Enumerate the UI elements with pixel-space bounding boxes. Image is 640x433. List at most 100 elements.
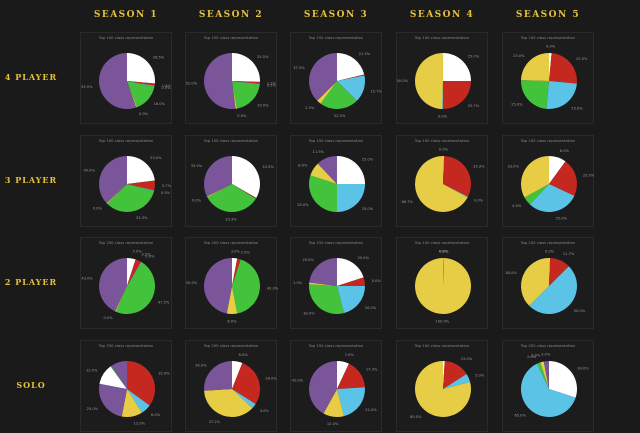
pie-slice-purple (317, 156, 337, 184)
pie-slice-yellow (415, 53, 443, 109)
pie-slice-label: 0.0% (474, 199, 484, 203)
pie-slice-green (309, 284, 344, 314)
pie-slice-label: 33.3% (473, 165, 485, 169)
pie-slice-yellow (309, 282, 337, 286)
pie-slice-white (443, 258, 444, 286)
pie-slice-white (443, 53, 471, 81)
pie-panel-r1-c4: Top 100 class representation 25.0% 25.7% 0.… (396, 32, 488, 124)
pie-slice-blue (337, 75, 365, 101)
pie-slice-label: 0.0% (438, 114, 448, 118)
pie-slice-label: 23.0% (150, 156, 162, 160)
pie-slice-red (549, 53, 577, 84)
season-header-5: SEASON 5 (515, 10, 581, 20)
pie-slice-red (232, 81, 260, 84)
pie-slice-label: 42.0% (267, 287, 278, 291)
pie-slice-label: 25.0% (556, 217, 568, 221)
pie-slice-label: 25.0% (362, 158, 374, 162)
pie-title: Top 200 class representation (203, 240, 259, 245)
pie-slice-label: 2.0% (527, 355, 537, 359)
pie-slice-label: 2.0% (531, 353, 541, 357)
season-header-1: SEASON 1 (93, 10, 159, 20)
pie-panel-r3-c2: Top 200 class representation 3.0% 2.0% 42.0… (185, 237, 278, 329)
pie-slice-label: 0.5% (161, 86, 171, 90)
pie-slice-label: 4.0% (512, 204, 522, 208)
pie-slice-yellow (521, 53, 549, 81)
pie-slice-purple (204, 53, 236, 109)
pie-slice-purple (543, 361, 549, 389)
pie-slice-label: 5.0% (372, 279, 382, 283)
pie-slice-blue (337, 184, 365, 212)
pie-slice-green (521, 80, 549, 109)
pie-slice-white (337, 53, 365, 81)
pie-slice-label: 25.0% (297, 203, 309, 207)
pie-slice-red (127, 259, 142, 286)
pie-chart: 0.0%0.0%100.0% (414, 249, 471, 323)
pie-slice-red (337, 74, 365, 81)
pie-chart: 0.0% 33.3% 0.0% 66.7% (401, 147, 485, 212)
pie-slice-white (232, 53, 260, 82)
pie-slice-green (232, 81, 260, 109)
pie-slice-green (107, 184, 155, 212)
pie-slice-blue (546, 81, 577, 109)
pie-chart: 32.9% 6.0% 12.0% 25.0% 12.0% (86, 361, 170, 426)
pie-slice-yellow (106, 184, 127, 204)
pie-slice-green (232, 259, 260, 314)
pie-slice-label: 20.0% (302, 258, 314, 262)
pie-slice-label: 7.0% (345, 353, 355, 357)
pie-slice-label: 22.5% (334, 114, 346, 118)
pie-slice-blue (442, 81, 443, 109)
pie-slice-label: 12.0% (86, 369, 98, 373)
pie-panel-r1-c2: Top 150 class representation 25.5% 1.2% 0.5… (185, 32, 277, 124)
pie-slice-white (337, 361, 349, 389)
season-header-3: SEASON 3 (303, 10, 369, 20)
season-header-4: SEASON 4 (409, 10, 475, 20)
pie-slice-red (549, 161, 577, 196)
pie-slice-label: 0.5% (161, 191, 171, 195)
pie-panel-r4-c4: Top 100 class representation 15.0% 5.0% 80.… (396, 340, 488, 432)
pie-slice-label: 20.0% (257, 104, 269, 108)
pie-panel-r3-c4: Top 100 class representation 0.0% 0.0% 100.… (396, 237, 488, 329)
pie-slice-label: 25.0% (583, 174, 595, 178)
pie-panel-r2-c2: Top 150 class representation 33.3% 33.3% 0.… (185, 135, 277, 227)
pie-slice-red (337, 363, 365, 389)
pie-title: Top 100 class representation (520, 35, 576, 40)
pie-slice-label: 0.0% (546, 44, 556, 48)
pie-slice-white (232, 361, 243, 389)
pie-slice-red (127, 361, 155, 406)
pie-slice-purple (99, 53, 137, 109)
pie-slice-yellow (232, 81, 237, 109)
pie-slice-blue (127, 184, 155, 192)
pie-title: Top 100 class representation (520, 240, 576, 245)
pie-panel-r4-c3: Top 150 class representation 7.0% 17.3% 22.… (290, 340, 382, 432)
pie-slice-blue (521, 363, 576, 417)
pie-title: Top 100 class representation (414, 35, 470, 40)
pie-chart: 6.0% 28.0% 3.0% 37.2% 26.0% (195, 353, 277, 424)
mode-label-3: 2 PLAYER (4, 277, 58, 287)
pie-slice-yellow (323, 389, 344, 417)
pie-panel-r3-c1: Top 250 class representation 5.0% 3.5% 0.0%… (80, 237, 172, 329)
pie-chart: 23.0% 5.7% 0.5% 33.3% 0.0% 40.0% (83, 156, 172, 220)
pie-slice-label: 0.0% (439, 249, 449, 253)
pie-chart: 26.5% 1.4%0.5% 16.0% 0.0% 55.5% (81, 53, 171, 116)
pie-chart: 25.0% 25.7% 0.0% 50.0% (397, 53, 480, 118)
mode-label-2: 3 PLAYER (4, 175, 58, 185)
pie-slice-yellow (121, 389, 143, 417)
pie-slice-white (549, 156, 566, 184)
pie-slice-yellow (127, 81, 137, 108)
pie-slice-red (443, 361, 467, 389)
pie-slice-label: 5.0% (133, 250, 143, 254)
pie-slice-white (549, 361, 577, 398)
pie-slice-label: 11.5% (313, 150, 325, 154)
pie-slice-red (337, 277, 365, 286)
pie-slice-label: 25.0% (571, 106, 583, 110)
season-header-2: SEASON 2 (198, 10, 264, 20)
pie-panel-r2-c1: Top 100 class representation 23.0% 5.7% 0.5… (80, 135, 172, 227)
pie-panel-r2-c3: Top 150 class representation 25.0% 25.0% 25… (290, 135, 382, 227)
pie-slice-label: 8.0% (560, 149, 570, 153)
pie-slice-blue (337, 387, 365, 417)
pie-slice-label: 20.0% (358, 256, 370, 260)
pie-slice-red (127, 180, 155, 191)
pie-slice-label: 80.0% (410, 415, 422, 419)
pie-slice-blue (127, 81, 155, 87)
pie-slice-label: 16.0% (154, 102, 166, 106)
